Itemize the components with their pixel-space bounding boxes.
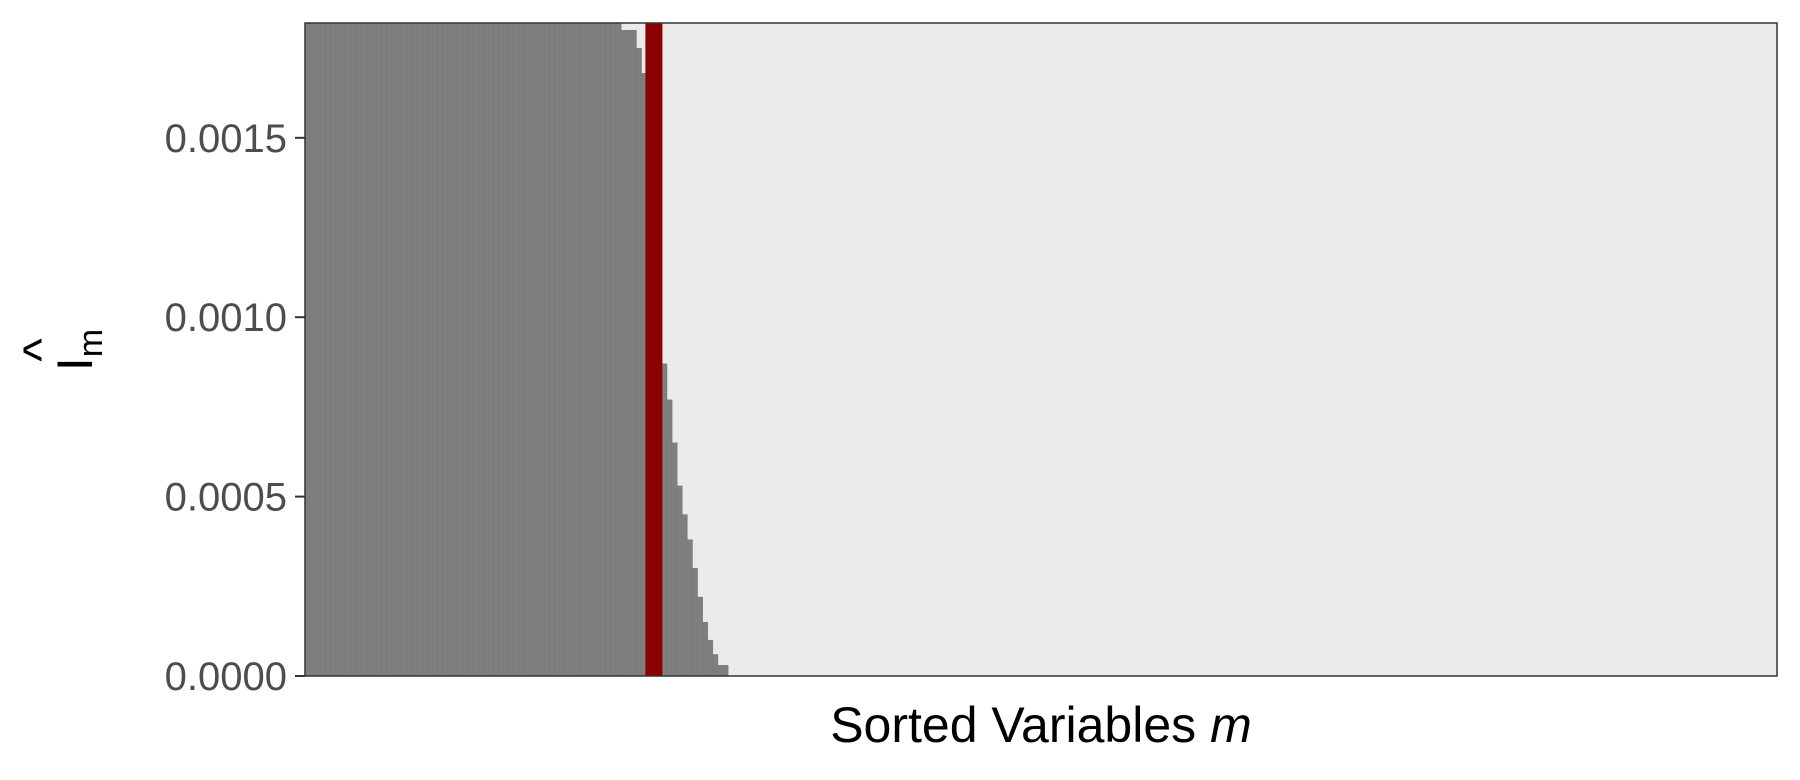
bar <box>437 22 444 677</box>
bar <box>717 665 724 677</box>
bar <box>676 485 683 677</box>
bar <box>503 22 510 677</box>
bar <box>635 47 642 677</box>
bar <box>513 22 520 677</box>
bar <box>574 22 581 677</box>
bar <box>432 22 439 677</box>
bar <box>681 514 688 677</box>
bar <box>477 22 484 677</box>
bar <box>625 29 632 677</box>
bar <box>335 22 342 677</box>
bar <box>615 22 622 677</box>
bar <box>559 22 566 677</box>
bar <box>391 22 398 677</box>
bar <box>528 22 535 677</box>
x-axis-title: Sorted Variables m <box>830 697 1252 753</box>
bar <box>722 665 729 677</box>
y-axis: 0.0000 0.0005 0.0010 0.0015 <box>165 117 305 699</box>
bar <box>421 22 428 677</box>
x-axis-title-text: Sorted Variables <box>830 697 1196 753</box>
bar <box>304 22 311 677</box>
bar <box>498 22 505 677</box>
bar <box>671 442 678 677</box>
bar <box>579 22 586 677</box>
y-axis-title-subscript: m <box>72 329 110 357</box>
bar <box>350 22 357 677</box>
bar <box>584 22 591 677</box>
y-tick-label: 0.0010 <box>165 296 287 340</box>
bar <box>462 22 469 677</box>
bar <box>371 22 377 677</box>
bar <box>600 22 607 677</box>
bar <box>381 22 388 677</box>
bar <box>554 22 561 677</box>
bar <box>534 22 540 677</box>
bar <box>564 22 571 677</box>
x-axis-title-variable: m <box>1210 697 1252 753</box>
bar <box>539 22 545 677</box>
bar <box>523 22 530 677</box>
bar <box>605 22 612 677</box>
bar <box>340 22 347 677</box>
bar <box>376 22 382 677</box>
bar <box>666 399 673 677</box>
bar <box>401 22 408 677</box>
bar <box>595 22 602 677</box>
bar <box>447 22 454 677</box>
bar <box>696 596 703 677</box>
bar <box>630 29 637 677</box>
y-axis-title-letter: I <box>47 357 103 371</box>
bar <box>386 22 393 677</box>
bar <box>691 568 698 677</box>
y-tick-label: 0.0000 <box>165 655 287 699</box>
bar <box>325 22 332 677</box>
bar <box>355 22 362 677</box>
bar <box>411 22 418 677</box>
bar <box>309 22 316 677</box>
bar <box>457 22 464 677</box>
bar <box>452 22 459 677</box>
plot-panel-border <box>304 22 1778 677</box>
bar <box>590 22 596 677</box>
bar <box>508 22 515 677</box>
bar <box>712 654 719 677</box>
bar <box>406 22 413 677</box>
y-axis-title-text: Im <box>47 329 110 371</box>
bar <box>483 22 489 677</box>
y-axis-title-hat: ^ <box>13 338 69 362</box>
bar <box>365 22 372 677</box>
bar <box>569 22 576 677</box>
bar <box>467 22 474 677</box>
bar <box>442 22 449 677</box>
bar <box>620 29 627 677</box>
y-tick-label: 0.0015 <box>165 117 287 161</box>
bar <box>396 22 403 677</box>
bar <box>320 22 326 677</box>
bar <box>493 22 500 677</box>
bar <box>472 22 479 677</box>
bar <box>707 639 714 677</box>
bar <box>686 539 693 677</box>
bar <box>360 22 367 677</box>
bar <box>549 22 556 677</box>
bar <box>518 22 525 677</box>
y-axis-title: ^ Im <box>13 329 110 371</box>
bar <box>314 22 321 677</box>
bar <box>702 621 708 677</box>
bar <box>544 22 551 677</box>
bar <box>345 22 352 677</box>
cutoff-line <box>645 23 663 676</box>
bar <box>610 22 617 677</box>
bar <box>330 22 337 677</box>
bar <box>416 22 423 677</box>
bar <box>488 22 495 677</box>
y-tick-label: 0.0005 <box>165 476 287 520</box>
bar <box>427 22 433 677</box>
